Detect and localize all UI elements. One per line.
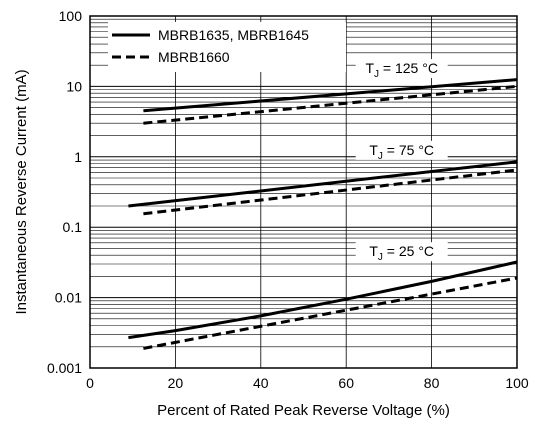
x-axis-title: Percent of Rated Peak Reverse Voltage (%… <box>157 402 450 419</box>
legend-label-mbrb1660: MBRB1660 <box>158 49 230 65</box>
series-line-solid <box>143 78 518 113</box>
series-line-solid <box>128 260 518 340</box>
annotation-tj-tj75: TJ = 75 °C <box>369 142 434 162</box>
x-tick-label: 60 <box>338 375 354 391</box>
annotation-tj-tj25: TJ = 25 °C <box>369 243 434 263</box>
x-tick-label: 20 <box>168 375 184 391</box>
temperature-annotations: TJ = 125 °C TJ = 75 °C TJ = 25 °C <box>355 59 448 263</box>
y-axis-title: Instantaneous Reverse Current (mA) <box>13 69 30 314</box>
plot-frame <box>89 15 518 369</box>
y-tick-label: 1 <box>74 149 82 165</box>
legend-label-mbrb1635-mbrb1645: MBRB1635, MBRB1645 <box>158 27 309 43</box>
x-tick-label: 100 <box>505 375 529 391</box>
x-tick-label: 40 <box>253 375 269 391</box>
series-line-dashed <box>143 168 518 216</box>
x-tick-label: 0 <box>86 375 94 391</box>
legend-background <box>108 22 346 72</box>
legend: MBRB1635, MBRB1645 MBRB1660 <box>108 22 346 72</box>
annotation-tj-tj125: TJ = 125 °C <box>365 60 437 80</box>
x-tick-label: 80 <box>424 375 440 391</box>
series-lines <box>128 78 518 350</box>
series-line-dashed <box>143 276 518 350</box>
y-tick-label: 0.01 <box>55 290 82 306</box>
annotation-background <box>355 242 448 262</box>
y-tick-label: 100 <box>59 8 83 24</box>
series-line-solid <box>128 160 518 208</box>
annotation-background <box>355 59 448 79</box>
y-tick-label: 10 <box>66 78 82 94</box>
y-tick-label: 0.001 <box>47 360 82 376</box>
y-tick-label: 0.1 <box>63 219 83 235</box>
tick-labels: 0 20 40 60 80 100 0.001 0.01 0.1 1 10 100 <box>47 8 529 391</box>
series-line-dashed <box>143 84 518 125</box>
annotation-background <box>355 140 448 160</box>
